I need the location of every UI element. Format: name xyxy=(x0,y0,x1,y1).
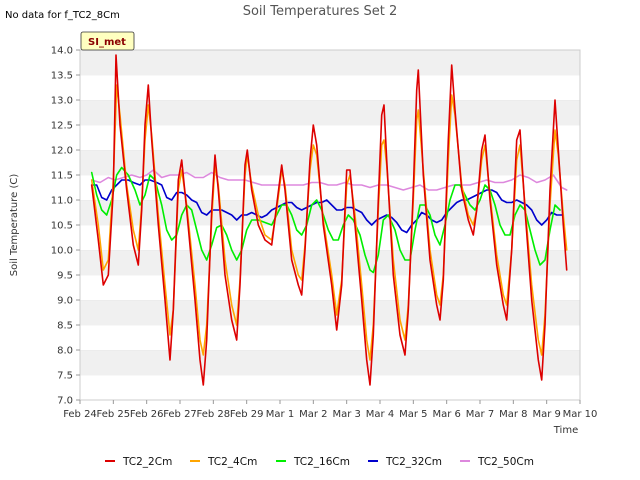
y-tick-label: 7.5 xyxy=(57,371,73,382)
y-axis-title: Soil Temperature (C) xyxy=(9,174,20,277)
y-tick-label: 13.0 xyxy=(51,96,73,107)
legend-label: TC2_32Cm xyxy=(385,456,442,468)
x-tick-label: Feb 24 xyxy=(63,409,97,420)
grid-band xyxy=(80,325,580,350)
legend-label: TC2_50Cm xyxy=(477,456,534,468)
series-line-tc2_32cm xyxy=(90,179,563,234)
y-tick-label: 9.5 xyxy=(57,271,73,282)
no-data-note: No data for f_TC2_8Cm xyxy=(5,10,120,21)
x-tick-label: Mar 5 xyxy=(399,409,427,420)
grid-band xyxy=(80,50,580,75)
x-tick-label: Feb 26 xyxy=(130,409,164,420)
y-tick-label: 8.5 xyxy=(57,321,73,332)
badge-label: SI_met xyxy=(88,37,126,48)
x-tick-label: Feb 29 xyxy=(230,409,264,420)
grid-band xyxy=(80,375,580,400)
y-tick-label: 14.0 xyxy=(51,46,73,57)
series-line-tc2_2cm xyxy=(90,54,568,386)
x-tick-label: Mar 2 xyxy=(299,409,327,420)
grid-band xyxy=(80,300,580,325)
x-tick-label: Mar 6 xyxy=(432,409,460,420)
y-tick-label: 8.0 xyxy=(57,346,73,357)
x-tick-label: Feb 27 xyxy=(163,409,197,420)
y-tick-label: 13.5 xyxy=(51,71,73,82)
x-tick-label: Feb 25 xyxy=(97,409,131,420)
grid-band xyxy=(80,125,580,150)
series-line-tc2_16cm xyxy=(90,166,561,274)
grid-band xyxy=(80,225,580,250)
x-tick-label: Mar 3 xyxy=(332,409,360,420)
x-axis-title: Time xyxy=(553,425,578,436)
legend-label: TC2_2Cm xyxy=(122,456,172,468)
y-tick-label: 10.5 xyxy=(51,221,73,232)
y-tick-label: 11.0 xyxy=(51,196,73,207)
grid-band xyxy=(80,275,580,300)
legend-label: TC2_16Cm xyxy=(293,456,350,468)
y-tick-label: 7.0 xyxy=(57,396,73,407)
y-tick-label: 12.0 xyxy=(51,146,73,157)
series-layer xyxy=(90,54,568,386)
legend-label: TC2_4Cm xyxy=(207,456,257,468)
grid-bands xyxy=(80,49,580,400)
x-tick-label: Mar 1 xyxy=(266,409,294,420)
grid-band xyxy=(80,100,580,125)
y-tick-label: 10.0 xyxy=(51,246,73,257)
grid-band xyxy=(80,150,580,175)
x-axis-ticks: Feb 24 Feb 25 Feb 26 Feb 27 Feb 28 Feb 29 Mar … xyxy=(63,400,597,420)
x-tick-label: Mar 9 xyxy=(532,409,560,420)
x-tick-label: Mar 4 xyxy=(366,409,394,420)
legend: TC2_2Cm TC2_4Cm TC2_16Cm TC2_32Cm TC2_50Cm xyxy=(105,456,534,468)
y-tick-label: 11.5 xyxy=(51,171,73,182)
si-met-badge: SI_met xyxy=(80,31,135,51)
badge-box xyxy=(80,31,135,51)
y-tick-label: 12.5 xyxy=(51,121,73,132)
grid-band xyxy=(80,75,580,100)
x-tick-label: Mar 8 xyxy=(499,409,527,420)
chart-title: Soil Temperatures Set 2 xyxy=(243,4,398,19)
x-tick-label: Feb 28 xyxy=(197,409,231,420)
y-tick-label: 9.0 xyxy=(57,296,73,307)
series-line-tc2_50cm xyxy=(90,169,568,191)
x-tick-label: Mar 10 xyxy=(563,409,598,420)
x-tick-label: Mar 7 xyxy=(466,409,494,420)
grid-band xyxy=(80,350,580,375)
y-axis-ticks: 7.0 7.5 8.0 8.5 9.0 9.5 10.0 10.5 11.0 11.5 12.0 12… xyxy=(51,46,80,407)
